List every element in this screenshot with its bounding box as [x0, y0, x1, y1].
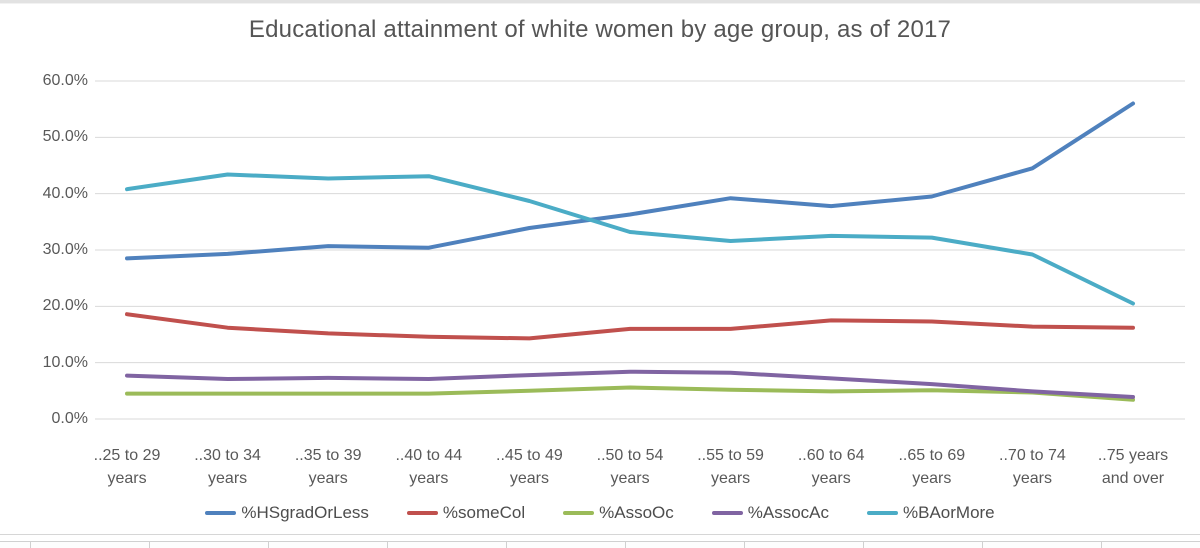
legend-item-someCol[interactable]: %someCol [406, 503, 526, 523]
cell-border [625, 542, 626, 548]
x-tick-label: ..60 to 64 years [797, 447, 865, 487]
legend-label: %AssocAc [747, 503, 829, 522]
legend-label: %BAorMore [903, 503, 995, 522]
legend-item-AssoOc[interactable]: %AssoOc [563, 503, 674, 523]
legend-item-HSgradOrLess[interactable]: %HSgradOrLess [205, 503, 369, 523]
series-line-BAorMore[interactable] [125, 172, 1135, 306]
x-tick-label: ..55 to 59 years [697, 447, 764, 487]
y-tick-label: 40.0% [42, 184, 88, 202]
cell-border [387, 542, 388, 548]
spreadsheet-cells [0, 541, 1200, 548]
cell-border [1101, 542, 1102, 548]
legend-line-swatch [563, 511, 595, 515]
series-line-HSgradOrLess[interactable] [125, 101, 1135, 261]
x-tick-label: ..25 to 29 years [93, 447, 161, 487]
x-tick-label: ..75 years and over [1097, 447, 1169, 487]
cell-border [506, 542, 507, 548]
legend-label: %someCol [442, 503, 526, 522]
chart-title: Educational attainment of white women by… [248, 16, 952, 43]
legend-label: %AssoOc [599, 503, 674, 522]
cell-border [863, 542, 864, 548]
y-tick-label: 60.0% [42, 72, 88, 89]
x-tick-label: ..50 to 54 years [596, 447, 664, 487]
legend-line-swatch [867, 511, 898, 515]
legend-item-BAorMore[interactable]: %BAorMore [867, 503, 995, 523]
y-tick-label: 30.0% [42, 241, 88, 258]
legend-item-AssocAc[interactable]: %AssocAc [711, 503, 829, 523]
legend-line-swatch [406, 511, 438, 515]
legend-label: %HSgradOrLess [241, 503, 369, 522]
x-tick-label: ..70 to 74 years [999, 447, 1066, 487]
series-line-someCol[interactable] [125, 312, 1135, 341]
series-line-AssocAc[interactable] [125, 369, 1135, 399]
x-tick-label: ..40 to 44 years [395, 447, 463, 487]
y-tick-label: 50.0% [42, 128, 88, 146]
x-tick-label: ..30 to 34 years [194, 447, 261, 487]
x-tick-label: ..45 to 49 years [496, 447, 563, 487]
y-tick-label: 10.0% [42, 353, 88, 371]
series-line-AssoOc[interactable] [125, 385, 1135, 402]
legend-line-swatch [205, 511, 237, 515]
cell-border [268, 542, 269, 548]
window-edge [0, 0, 1200, 4]
cell-border [149, 542, 150, 548]
cell-border [30, 542, 31, 548]
chart-legend: %HSgradOrLess %someCol %AssoOc %AssocAc %BAo… [0, 500, 1200, 526]
spreadsheet-row [0, 534, 1200, 548]
cell-border [744, 542, 745, 548]
x-tick-label: ..35 to 39 years [294, 447, 362, 487]
legend-line-swatch [711, 511, 743, 515]
cell-border [982, 542, 983, 548]
x-tick-label: ..65 to 69 years [898, 447, 966, 487]
y-tick-label: 20.0% [42, 297, 88, 315]
y-tick-label: 0.0% [51, 410, 88, 427]
